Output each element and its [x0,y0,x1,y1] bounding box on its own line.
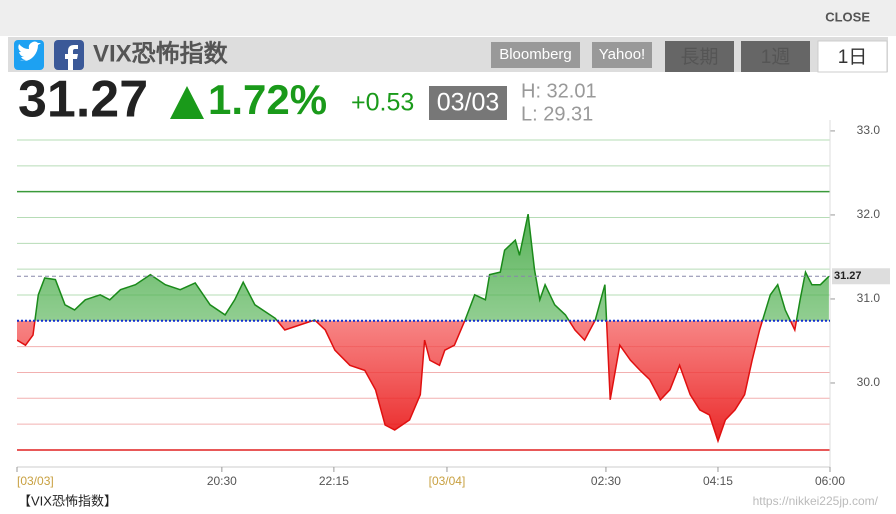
x-tick-label: [03/04] [429,474,466,488]
caption: 【VIX恐怖指数】 [18,493,117,508]
button[interactable] [491,42,580,68]
button-label[interactable]: 1日 [838,47,868,68]
line-down [17,320,798,444]
x-tick-label: 06:00 [815,474,845,488]
y-tick-label: 30.0 [857,375,881,389]
top-strip [0,0,896,36]
high: H: 32.01 [521,80,597,102]
date: 03/03 [437,89,500,117]
current-price-label: 31.27 [834,270,862,282]
change-pct: 1.72% [208,76,327,123]
button[interactable] [741,41,810,72]
close-button[interactable]: CLOSE [825,9,870,24]
line-up [34,213,830,321]
x-tick-label: 04:15 [703,474,733,488]
twitter-glyph [18,41,41,61]
price: 31.27 [18,71,148,129]
y-tick-label: 32.0 [857,207,881,221]
area-up [17,214,829,321]
y-tick-label: 31.0 [857,291,881,305]
button-label[interactable]: Yahoo! [599,46,645,63]
up-arrow [170,86,204,119]
button-label[interactable]: Bloomberg [499,46,572,63]
chart-title: VIX恐怖指数 [93,39,229,67]
y-tick-label: 33.0 [857,123,881,137]
low: L: 29.31 [521,103,593,125]
x-tick-label: 02:30 [591,474,621,488]
button-label[interactable]: 1週 [761,46,791,68]
date-box [429,86,507,120]
button[interactable] [592,42,652,68]
button[interactable] [665,41,734,72]
change: +0.53 [351,89,414,117]
x-tick-label: 20:30 [207,474,237,488]
area-down [17,320,797,441]
button-label[interactable]: 長期 [680,46,718,68]
x-tick-label: 22:15 [319,474,349,488]
current-price-box [832,268,890,285]
x-tick-label: [03/03] [17,474,54,488]
button[interactable] [817,40,888,73]
facebook-glyph [65,45,78,70]
url: https://nikkei225jp.com/ [753,494,879,508]
